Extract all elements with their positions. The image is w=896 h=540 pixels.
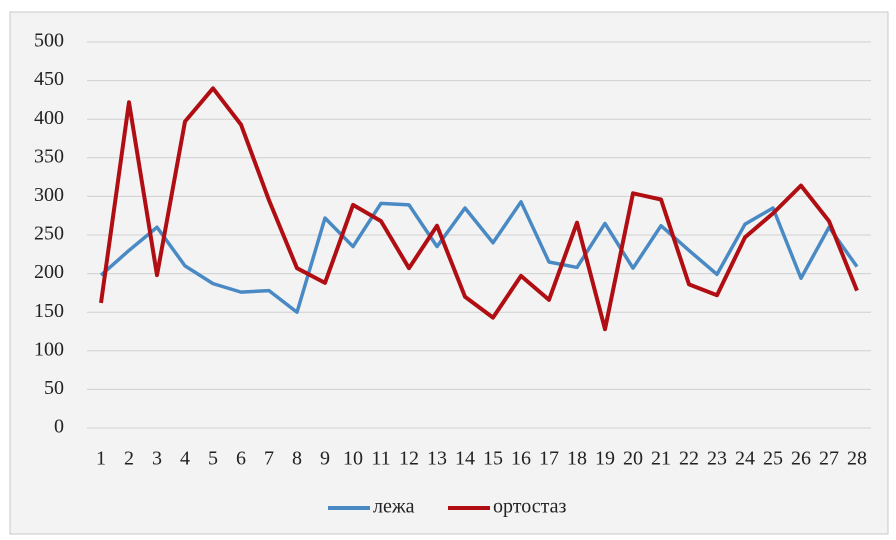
- x-tick-label: 18: [567, 448, 587, 470]
- y-tick-label: 400: [34, 107, 64, 129]
- y-tick-label: 500: [34, 30, 64, 52]
- y-tick-label: 350: [34, 145, 64, 167]
- x-tick-label: 26: [791, 448, 811, 470]
- y-tick-label: 250: [34, 223, 64, 245]
- x-tick-label: 27: [819, 448, 839, 470]
- x-tick-label: 28: [847, 448, 867, 470]
- y-tick-label: 150: [34, 300, 64, 322]
- x-tick-label: 23: [707, 448, 727, 470]
- y-tick-label: 450: [34, 68, 64, 90]
- x-tick-label: 3: [152, 448, 162, 470]
- x-tick-label: 14: [455, 448, 475, 470]
- y-tick-label: 0: [54, 416, 64, 438]
- x-tick-label: 2: [124, 448, 134, 470]
- x-tick-label: 24: [735, 448, 755, 470]
- x-tick-label: 10: [343, 448, 363, 470]
- x-tick-label: 11: [371, 448, 390, 470]
- x-tick-label: 9: [320, 448, 330, 470]
- legend-label: ортостаз: [493, 496, 566, 518]
- legend-label: лежа: [373, 496, 415, 518]
- x-tick-label: 6: [236, 448, 246, 470]
- y-tick-label: 300: [34, 184, 64, 206]
- y-tick-label: 100: [34, 338, 64, 360]
- x-tick-label: 16: [511, 448, 531, 470]
- x-tick-label: 13: [427, 448, 447, 470]
- x-tick-label: 7: [264, 448, 274, 470]
- x-tick-label: 21: [651, 448, 671, 470]
- x-tick-label: 22: [679, 448, 699, 470]
- x-tick-label: 17: [539, 448, 559, 470]
- y-tick-label: 50: [44, 377, 64, 399]
- x-tick-label: 1: [96, 448, 106, 470]
- x-tick-label: 12: [399, 448, 419, 470]
- x-tick-label: 19: [595, 448, 615, 470]
- x-tick-label: 15: [483, 448, 503, 470]
- x-tick-label: 25: [763, 448, 783, 470]
- chart-frame: [9, 11, 889, 535]
- series-line: [99, 86, 859, 332]
- x-tick-label: 20: [623, 448, 643, 470]
- x-tick-label: 8: [292, 448, 302, 470]
- x-tick-label: 5: [208, 448, 218, 470]
- x-tick-label: 4: [180, 448, 190, 470]
- y-tick-label: 200: [34, 261, 64, 283]
- series-line: [99, 200, 859, 314]
